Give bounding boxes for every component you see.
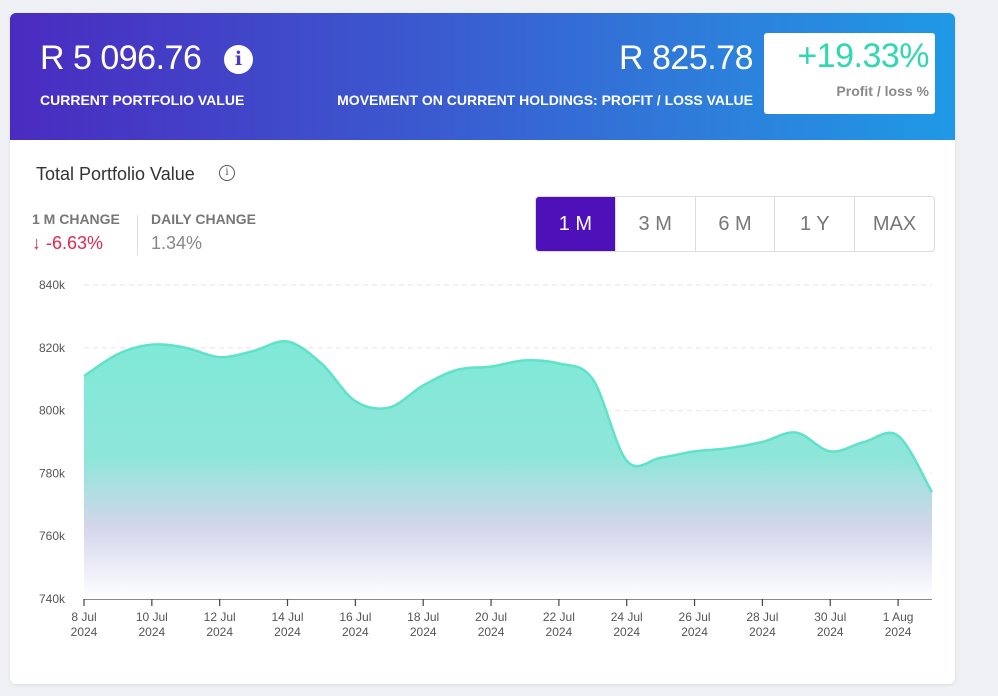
x-tick-year-label: 2024 [817, 625, 844, 639]
range-button-1y[interactable]: 1 Y [775, 197, 856, 251]
range-button-6m[interactable]: 6 M [696, 197, 776, 251]
x-tick-year-label: 2024 [546, 625, 573, 639]
x-tick-year-label: 2024 [342, 625, 369, 639]
one-month-change-value: ↓ -6.63% [32, 233, 120, 254]
one-month-change-text: -6.63% [46, 233, 104, 253]
one-month-change: 1 M CHANGE ↓ -6.63% [32, 211, 120, 254]
profit-loss-label: Profit / loss % [836, 83, 929, 99]
y-tick-label: 800k [39, 404, 66, 418]
x-tick-year-label: 2024 [749, 625, 776, 639]
range-button-3m[interactable]: 3 M [616, 197, 696, 251]
x-tick-year-label: 2024 [206, 625, 233, 639]
y-tick-label: 820k [39, 341, 66, 355]
portfolio-card: R 5 096.76 i CURRENT PORTFOLIO VALUE R 8… [10, 13, 955, 684]
x-tick-label: 24 Jul [611, 610, 643, 624]
y-tick-label: 760k [39, 529, 66, 543]
x-tick-year-label: 2024 [410, 625, 437, 639]
x-tick-label: 12 Jul [204, 610, 236, 624]
current-portfolio-label: CURRENT PORTFOLIO VALUE [40, 92, 245, 108]
x-tick-label: 14 Jul [272, 610, 304, 624]
y-tick-label: 780k [39, 466, 66, 480]
x-tick-label: 30 Jul [814, 610, 846, 624]
x-tick-year-label: 2024 [274, 625, 301, 639]
portfolio-header: R 5 096.76 i CURRENT PORTFOLIO VALUE R 8… [10, 13, 955, 140]
range-button-max[interactable]: MAX [872, 213, 917, 235]
x-tick-label: 26 Jul [679, 610, 711, 624]
x-tick-label: 1 Aug [883, 610, 914, 624]
daily-change-label: DAILY CHANGE [151, 211, 257, 227]
x-tick-label: 8 Jul [71, 610, 96, 624]
profit-loss-percent: +19.33% [797, 37, 929, 75]
series-area [84, 341, 932, 599]
chart-title: Total Portfolio Value [36, 164, 195, 184]
one-month-change-label: 1 M CHANGE [32, 211, 120, 227]
x-tick-year-label: 2024 [613, 625, 640, 639]
x-tick-year-label: 2024 [885, 625, 912, 639]
x-tick-label: 22 Jul [543, 610, 575, 624]
range-button-1m[interactable]: 1 M [536, 197, 616, 251]
daily-change-value: 1.34% [151, 233, 203, 253]
x-tick-year-label: 2024 [681, 625, 708, 639]
profit-loss-box: +19.33% Profit / loss % [764, 33, 935, 114]
x-tick-year-label: 2024 [71, 625, 98, 639]
movement-label: MOVEMENT ON CURRENT HOLDINGS: PROFIT / L… [337, 92, 753, 108]
current-portfolio-value: R 5 096.76 [40, 39, 202, 77]
x-tick-year-label: 2024 [478, 625, 505, 639]
info-icon[interactable]: i [219, 165, 235, 181]
x-tick-label: 18 Jul [407, 610, 439, 624]
x-tick-label: 20 Jul [475, 610, 507, 624]
x-tick-label: 28 Jul [746, 610, 778, 624]
x-tick-label: 10 Jul [136, 610, 168, 624]
x-tick-year-label: 2024 [138, 625, 165, 639]
arrow-down-icon: ↓ [32, 233, 41, 253]
x-tick-label: 16 Jul [339, 610, 371, 624]
divider [137, 215, 138, 255]
info-icon[interactable]: i [224, 45, 253, 74]
y-tick-label: 740k [39, 592, 66, 606]
movement-value: R 825.78 [619, 39, 754, 77]
y-tick-label: 840k [39, 278, 66, 292]
series-line [83, 339, 934, 493]
daily-change: DAILY CHANGE 1.34% [151, 211, 256, 254]
